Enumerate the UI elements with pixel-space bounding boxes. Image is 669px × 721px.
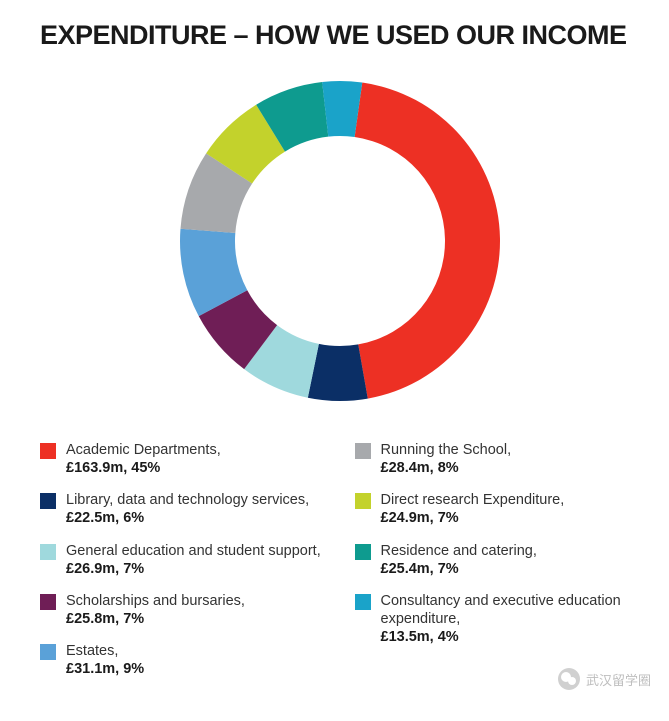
legend-item: Library, data and technology services,£2… bbox=[40, 491, 325, 527]
donut-chart-container bbox=[40, 71, 639, 411]
legend-value: £22.5m, 6% bbox=[66, 509, 309, 527]
legend-label: Residence and catering, bbox=[381, 542, 537, 560]
legend-swatch bbox=[40, 594, 56, 610]
legend-text: General education and student support,£2… bbox=[66, 542, 321, 578]
legend-item: Consultancy and executive education expe… bbox=[355, 592, 640, 646]
legend-text: Running the School,£28.4m, 8% bbox=[381, 441, 512, 477]
legend-label: Consultancy and executive education expe… bbox=[381, 592, 640, 628]
legend-item: Estates,£31.1m, 9% bbox=[40, 642, 325, 678]
legend-item: Running the School,£28.4m, 8% bbox=[355, 441, 640, 477]
legend-label: Academic Departments, bbox=[66, 441, 221, 459]
legend-swatch bbox=[40, 644, 56, 660]
legend-column-left: Academic Departments,£163.9m, 45% Library… bbox=[40, 441, 325, 692]
legend-swatch bbox=[355, 493, 371, 509]
donut-slice bbox=[354, 83, 499, 399]
legend: Academic Departments,£163.9m, 45% Library… bbox=[40, 441, 639, 692]
legend-item: General education and student support,£2… bbox=[40, 542, 325, 578]
legend-label: Library, data and technology services, bbox=[66, 491, 309, 509]
legend-column-right: Running the School,£28.4m, 8% Direct rese… bbox=[355, 441, 640, 692]
legend-label: General education and student support, bbox=[66, 542, 321, 560]
legend-text: Consultancy and executive education expe… bbox=[381, 592, 640, 646]
watermark: 武汉留学圈 bbox=[558, 668, 651, 690]
legend-text: Scholarships and bursaries,£25.8m, 7% bbox=[66, 592, 245, 628]
legend-value: £163.9m, 45% bbox=[66, 459, 221, 477]
legend-label: Running the School, bbox=[381, 441, 512, 459]
legend-swatch bbox=[40, 443, 56, 459]
donut-chart bbox=[170, 71, 510, 411]
legend-text: Estates,£31.1m, 9% bbox=[66, 642, 144, 678]
legend-label: Estates, bbox=[66, 642, 144, 660]
page-title: EXPENDITURE – HOW WE USED OUR INCOME bbox=[40, 20, 639, 51]
legend-label: Direct research Expenditure, bbox=[381, 491, 565, 509]
legend-value: £28.4m, 8% bbox=[381, 459, 512, 477]
legend-swatch bbox=[355, 594, 371, 610]
legend-text: Direct research Expenditure,£24.9m, 7% bbox=[381, 491, 565, 527]
legend-swatch bbox=[40, 493, 56, 509]
legend-text: Library, data and technology services,£2… bbox=[66, 491, 309, 527]
legend-text: Academic Departments,£163.9m, 45% bbox=[66, 441, 221, 477]
legend-value: £25.4m, 7% bbox=[381, 560, 537, 578]
legend-swatch bbox=[355, 443, 371, 459]
legend-value: £13.5m, 4% bbox=[381, 628, 640, 646]
legend-value: £31.1m, 9% bbox=[66, 660, 144, 678]
legend-item: Residence and catering,£25.4m, 7% bbox=[355, 542, 640, 578]
legend-text: Residence and catering,£25.4m, 7% bbox=[381, 542, 537, 578]
legend-item: Academic Departments,£163.9m, 45% bbox=[40, 441, 325, 477]
legend-value: £25.8m, 7% bbox=[66, 610, 245, 628]
legend-item: Scholarships and bursaries,£25.8m, 7% bbox=[40, 592, 325, 628]
legend-item: Direct research Expenditure,£24.9m, 7% bbox=[355, 491, 640, 527]
legend-label: Scholarships and bursaries, bbox=[66, 592, 245, 610]
watermark-text: 武汉留学圈 bbox=[586, 670, 651, 689]
legend-swatch bbox=[40, 544, 56, 560]
legend-swatch bbox=[355, 544, 371, 560]
legend-value: £26.9m, 7% bbox=[66, 560, 321, 578]
legend-value: £24.9m, 7% bbox=[381, 509, 565, 527]
wechat-icon bbox=[558, 668, 580, 690]
